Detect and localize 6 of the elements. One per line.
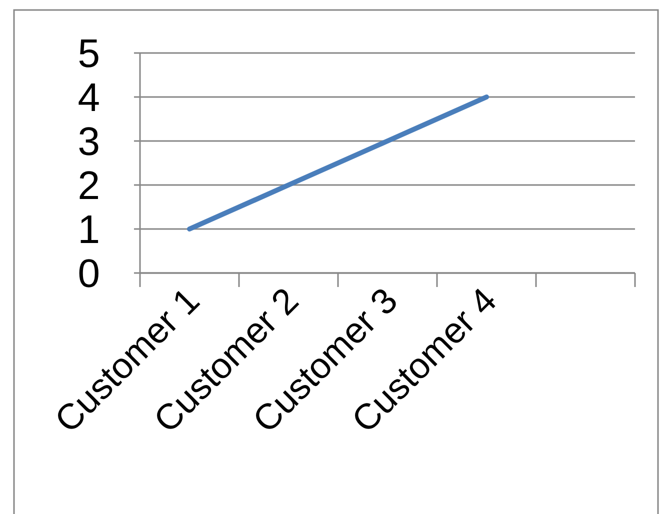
y-tick-label: 1 bbox=[78, 208, 100, 252]
y-tick-label: 3 bbox=[78, 120, 100, 164]
y-tick-label: 4 bbox=[78, 76, 100, 120]
y-tick-label: 0 bbox=[78, 252, 100, 296]
y-tick-label: 5 bbox=[78, 32, 100, 76]
y-tick-label: 2 bbox=[78, 164, 100, 208]
